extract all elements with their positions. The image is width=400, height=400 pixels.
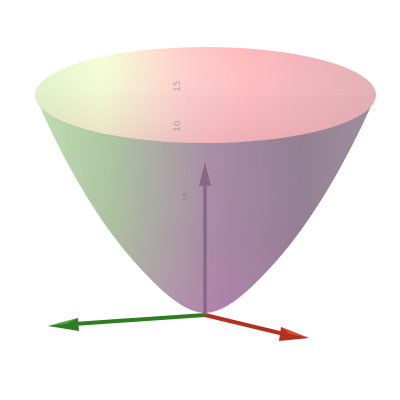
y-axis-arrow <box>48 313 206 331</box>
tick-label-10: 10 <box>173 120 183 132</box>
z-axis-arrow <box>199 162 211 314</box>
tick-label-15: 15 <box>173 81 183 92</box>
tick-label-5: 5 <box>182 192 188 203</box>
x-axis-arrow <box>204 313 309 341</box>
paraboloid-rim-inner-shade <box>35 47 376 143</box>
